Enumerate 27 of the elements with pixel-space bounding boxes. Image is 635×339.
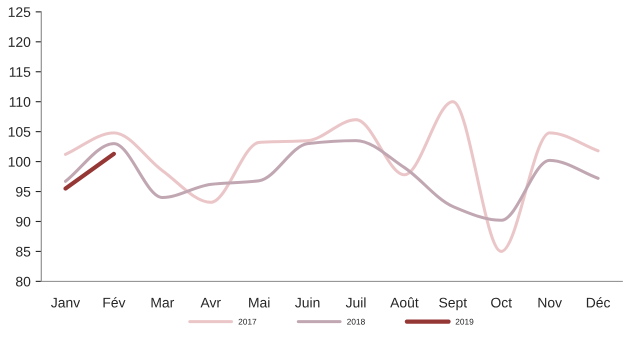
- x-tick-label: Sept: [439, 298, 468, 310]
- y-tick-label: 125: [8, 7, 30, 18]
- x-tick-label: Avr: [200, 298, 221, 308]
- legend-label: 2018: [347, 318, 365, 325]
- y-tick-label: 105: [8, 126, 30, 137]
- x-tick-label: Juin: [295, 297, 320, 308]
- y-tick-label: 115: [10, 67, 30, 77]
- y-tick-label: 85: [16, 246, 30, 257]
- x-tick-label: Juil: [346, 297, 366, 308]
- x-tick-label: Fév: [103, 297, 126, 308]
- y-tick-label: 100: [8, 156, 30, 167]
- y-tick-label: 80: [16, 276, 30, 287]
- line-series: [64, 100, 600, 253]
- y-tick-label: 95: [16, 186, 30, 197]
- x-tick-label: Mai: [249, 297, 270, 308]
- legend-label: 2017: [238, 318, 256, 325]
- y-tick-label: 90: [16, 216, 30, 227]
- x-tick-label: Oct: [491, 298, 512, 308]
- x-tick-label: Mar: [152, 298, 174, 308]
- line-series: [64, 139, 600, 222]
- x-tick-label: Nov: [538, 298, 562, 308]
- y-tick-label: 120: [8, 37, 30, 47]
- x-tick-label: Déc: [586, 297, 610, 308]
- x-tick-label: Août: [390, 297, 419, 308]
- x-tick-label: Janv: [51, 298, 80, 308]
- y-tick-label: 110: [10, 97, 30, 107]
- legend-label: 2019: [456, 318, 474, 325]
